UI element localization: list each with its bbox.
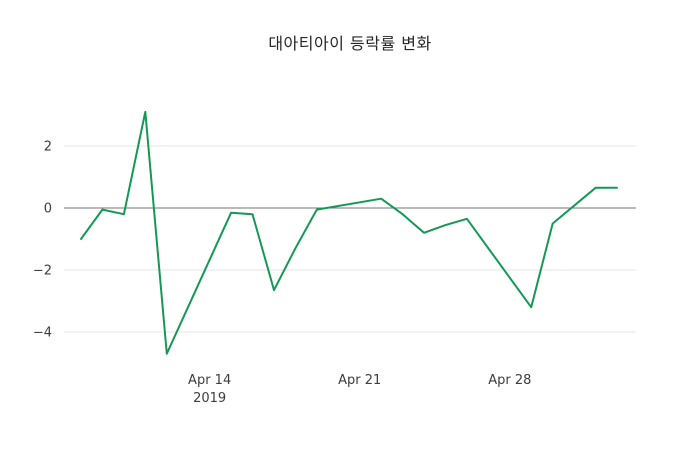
y-tick-label: 0 [44, 202, 52, 217]
y-tick-label: −4 [33, 326, 52, 341]
x-tick-label: Apr 21 [338, 373, 381, 388]
chart-title: 대아티아이 등락률 변화 [268, 34, 432, 53]
y-tick-label: 2 [44, 140, 52, 155]
y-tick-label: −2 [33, 264, 52, 279]
x-tick-label: Apr 14 [188, 373, 231, 388]
x-tick-label: Apr 28 [488, 373, 531, 388]
x-tick-sublabel: 2019 [193, 391, 226, 406]
data-line-series [80, 110, 618, 355]
